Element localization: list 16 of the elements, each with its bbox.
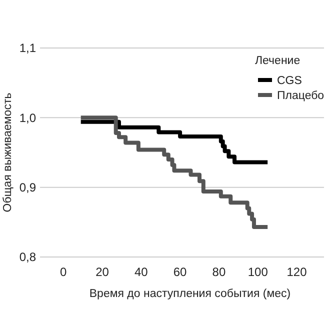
x-axis-title: Время до наступления события (мес)	[89, 288, 291, 300]
x-tick-label: 80	[212, 265, 226, 279]
legend-label: Плацебо	[277, 90, 324, 102]
y-tick-label: 0,8	[19, 250, 36, 264]
x-tick-label: 120	[286, 265, 308, 279]
legend-label: CGS	[277, 75, 302, 88]
legend-title: Лечение	[255, 55, 300, 67]
y-tick-label: 1,1	[19, 41, 36, 56]
x-tick-label: 60	[173, 265, 188, 279]
x-tick-label: 100	[248, 265, 268, 279]
x-tick-label: 40	[134, 265, 148, 279]
x-tick-label: 0	[60, 265, 67, 279]
x-tick-label: 20	[96, 265, 110, 279]
y-axis-title: Общая выживаемость	[2, 92, 14, 212]
y-tick-label: 1,0	[19, 110, 36, 125]
y-tick-label: 0,9	[19, 180, 36, 195]
